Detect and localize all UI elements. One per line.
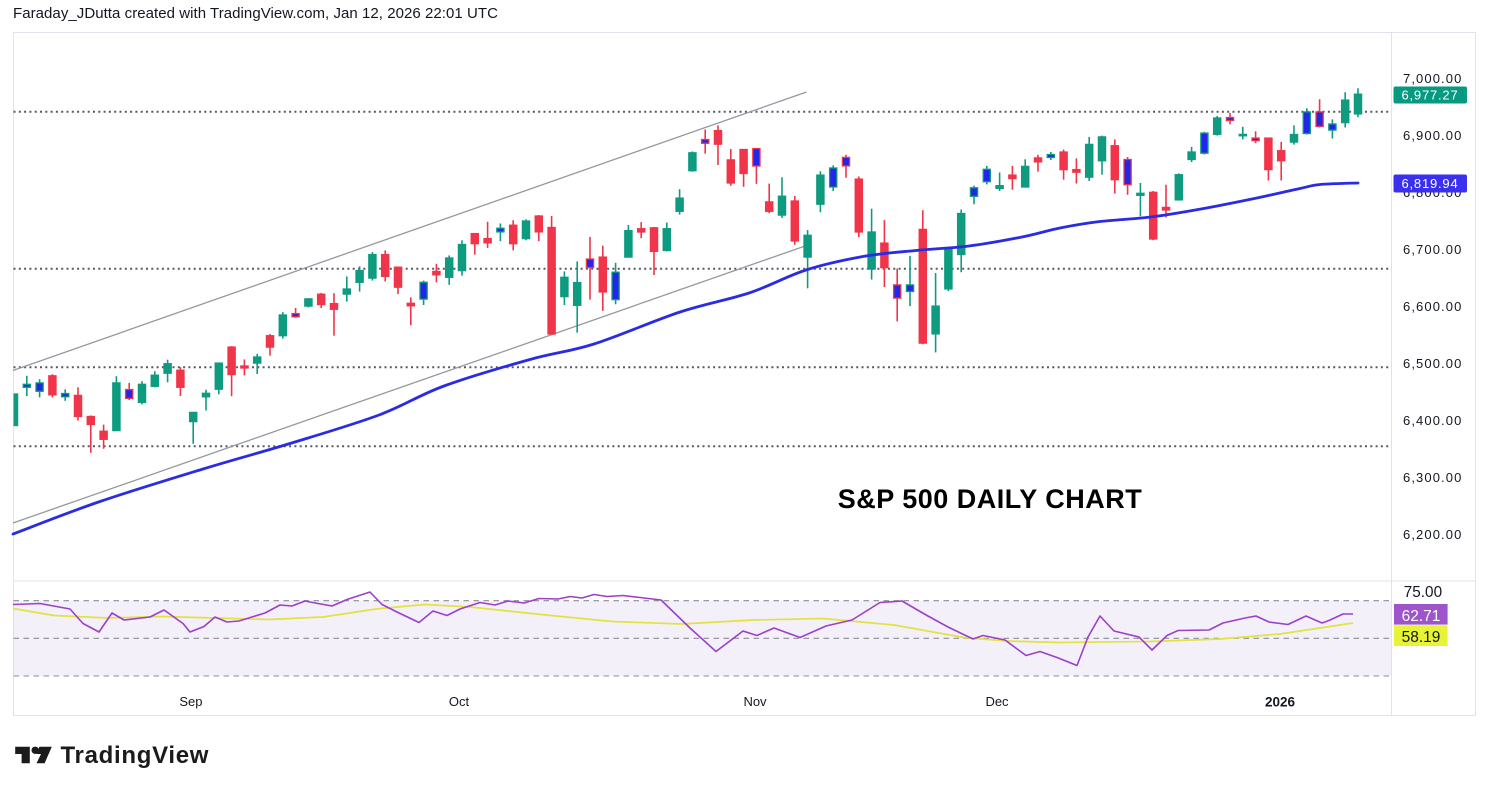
svg-text:2026: 2026 — [1265, 695, 1296, 710]
svg-text:6,900.00: 6,900.00 — [1403, 128, 1462, 143]
svg-text:7,000.00: 7,000.00 — [1403, 71, 1462, 86]
svg-text:58.19: 58.19 — [1402, 629, 1441, 646]
svg-text:75.00: 75.00 — [1404, 584, 1442, 601]
svg-text:TradingView: TradingView — [61, 742, 210, 769]
svg-text:Oct: Oct — [449, 694, 470, 709]
svg-text:6,400.00: 6,400.00 — [1403, 413, 1462, 428]
svg-text:S&P 500 DAILY CHART: S&P 500 DAILY CHART — [838, 484, 1143, 514]
svg-text:Nov: Nov — [743, 694, 767, 709]
svg-text:Sep: Sep — [179, 694, 202, 709]
svg-text:62.71: 62.71 — [1402, 608, 1441, 625]
svg-text:6,200.00: 6,200.00 — [1403, 527, 1462, 542]
svg-text:6,977.27: 6,977.27 — [1401, 88, 1458, 103]
svg-text:6,600.00: 6,600.00 — [1403, 299, 1462, 314]
svg-text:6,819.94: 6,819.94 — [1401, 176, 1458, 191]
svg-text:6,300.00: 6,300.00 — [1403, 470, 1462, 485]
svg-text:Dec: Dec — [985, 694, 1009, 709]
svg-text:6,500.00: 6,500.00 — [1403, 356, 1462, 371]
svg-text:6,700.00: 6,700.00 — [1403, 242, 1462, 257]
